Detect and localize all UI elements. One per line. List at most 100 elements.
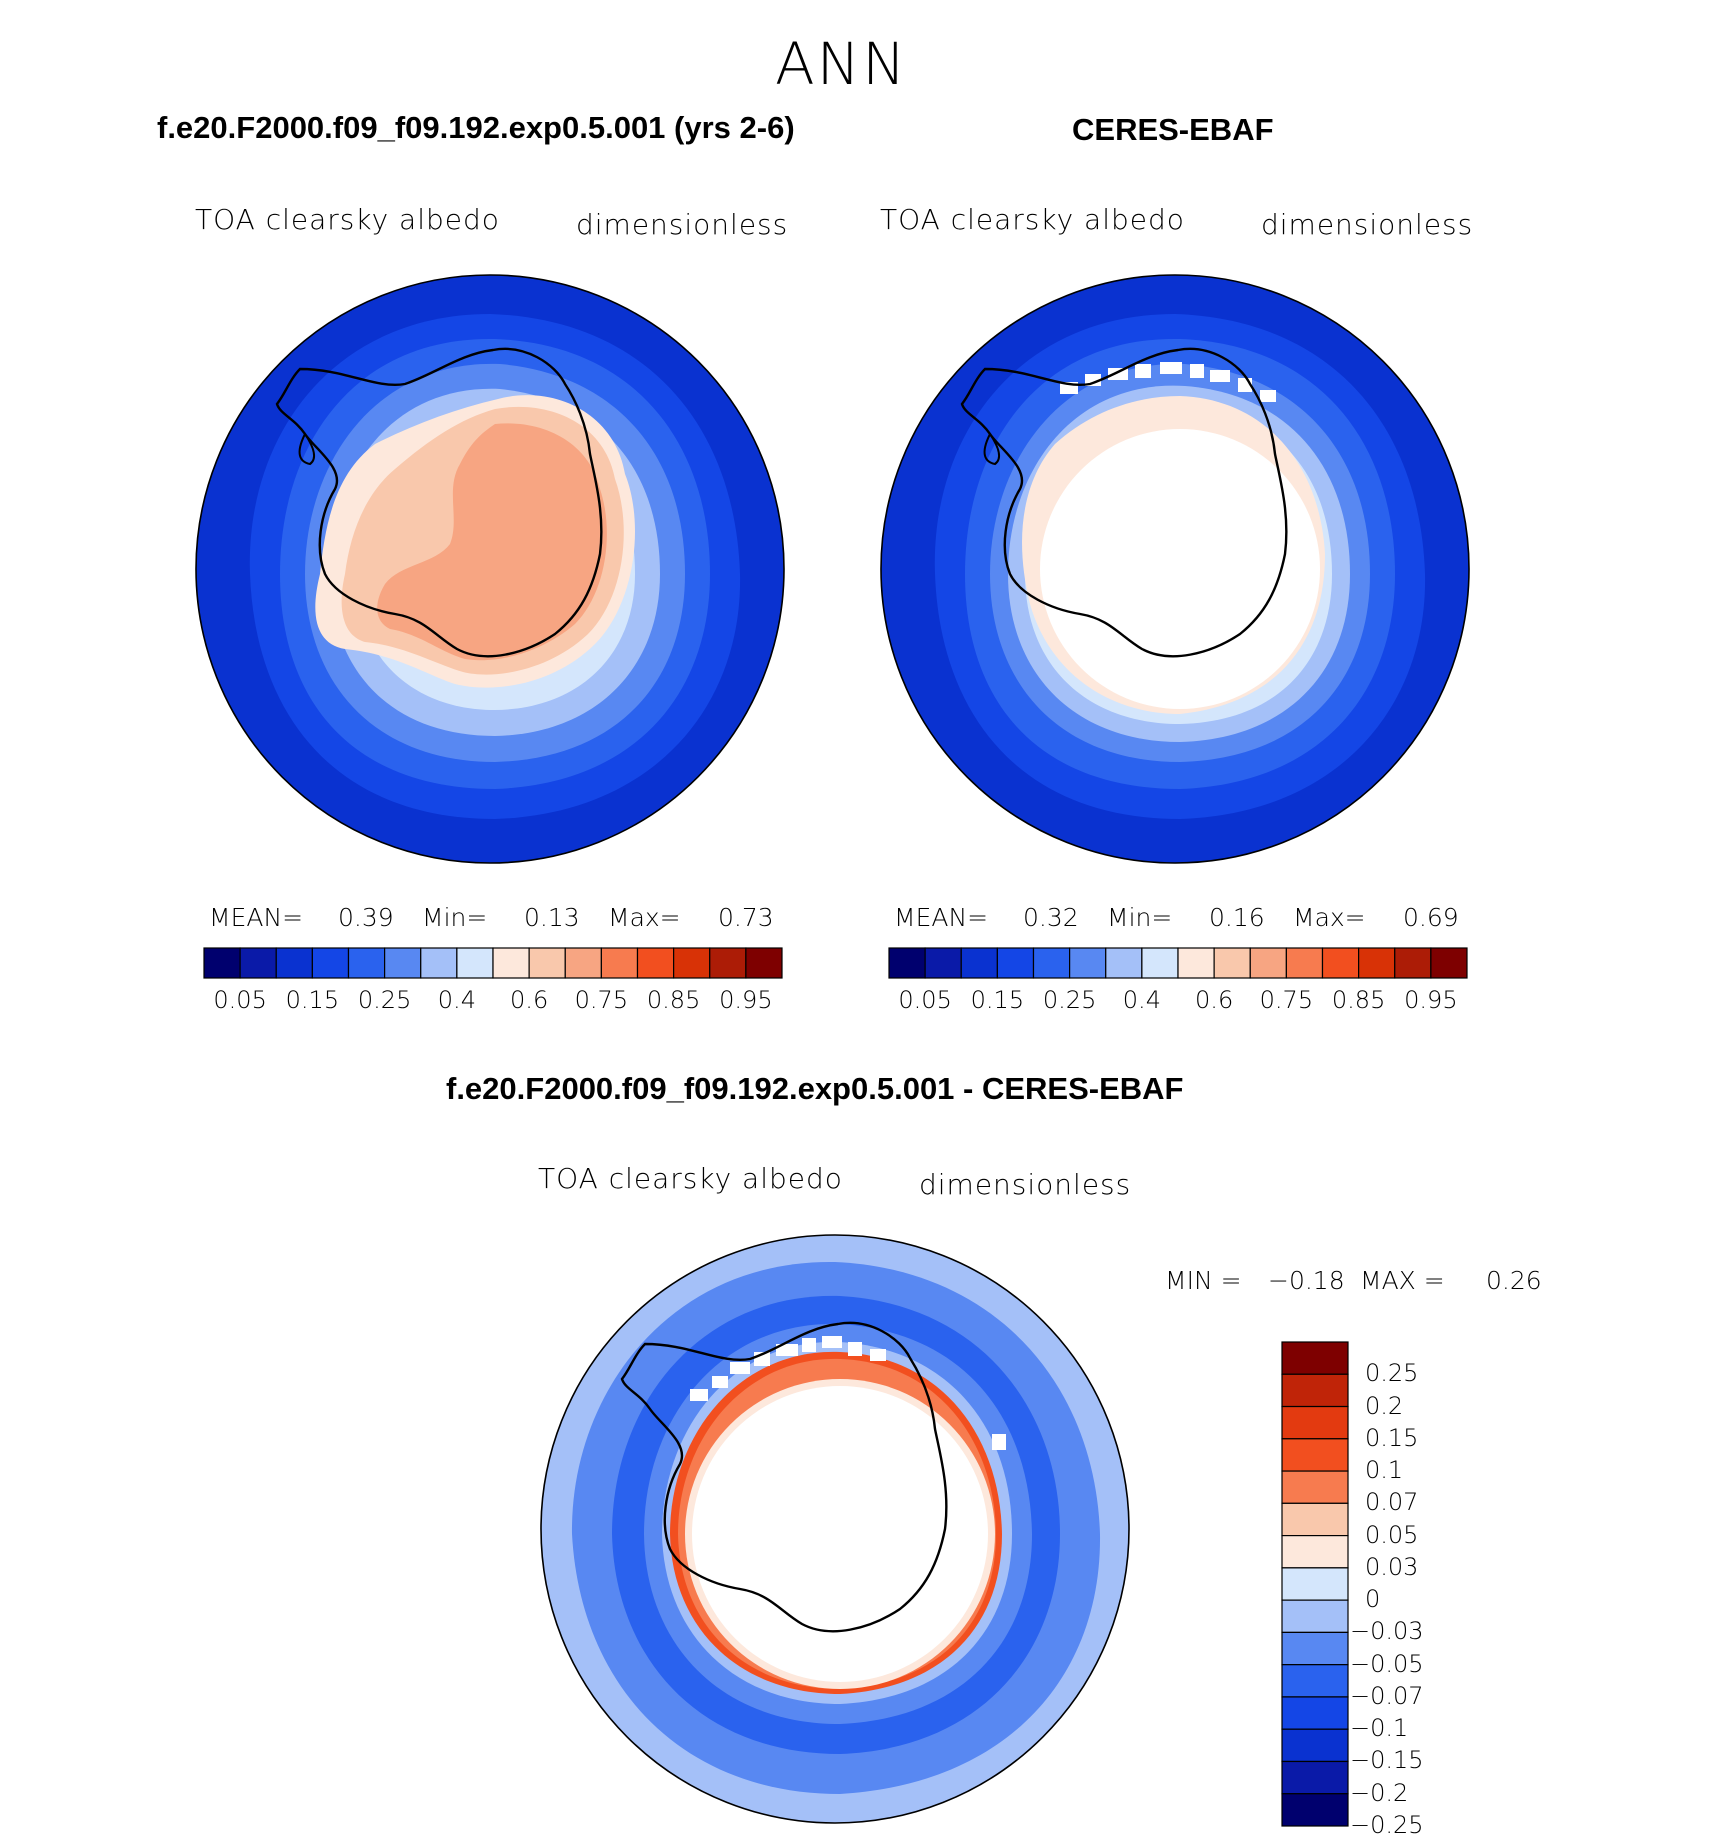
colorbar-swatch (1281, 1760, 1349, 1795)
model-max-value: 0.73 (718, 903, 774, 932)
colorbar-swatch (673, 947, 711, 979)
obs-max-value: 0.69 (1403, 903, 1459, 932)
colorbar-swatch (384, 947, 422, 979)
colorbar-tick-label: 0.6 (1195, 986, 1234, 1014)
colorbar-tick-label: 0.6 (510, 986, 549, 1014)
colorbar-tick-label: 0.75 (1259, 986, 1314, 1014)
colorbar-tick-label: 0.25 (1365, 1359, 1419, 1388)
colorbar-tick-label: 0.25 (357, 986, 412, 1014)
colorbar-swatch (1281, 1438, 1349, 1472)
colorbar-swatch (1141, 947, 1179, 979)
colorbar-swatch (456, 947, 494, 979)
colorbar-tick-label: 0.75 (574, 986, 629, 1014)
model-mean-label: MEAN= (209, 903, 304, 932)
model-min-value: 0.13 (524, 903, 580, 932)
obs-max-label: Max= (1293, 903, 1366, 932)
diff-min-label: MIN = (1165, 1266, 1242, 1295)
model-max-label: Max= (608, 903, 681, 932)
colorbar-swatch (311, 947, 350, 979)
colorbar-swatch (1069, 947, 1107, 979)
colorbar-swatch (709, 947, 747, 979)
colorbar-swatch (1281, 1341, 1349, 1375)
colorbar-swatch (1281, 1793, 1349, 1827)
colorbar-tick-label: 0.4 (1122, 986, 1161, 1014)
colorbar-swatch (564, 947, 602, 979)
obs-colorbar (888, 947, 1468, 979)
colorbar-tick-label: 0.25 (1042, 986, 1097, 1014)
model-polar-map (195, 274, 785, 864)
obs-panel-title: CERES-EBAF (1072, 112, 1274, 147)
model-panel-title: f.e20.F2000.f09_f09.192.exp0.5.001 (yrs … (157, 110, 795, 145)
colorbar-swatch (1281, 1502, 1349, 1537)
diff-polar-map (540, 1234, 1130, 1824)
colorbar-swatch (924, 947, 962, 979)
colorbar-swatch (636, 947, 675, 979)
colorbar-swatch (1281, 1470, 1349, 1504)
colorbar-swatch (1105, 947, 1143, 979)
model-units-label: dimensionless (576, 208, 789, 241)
colorbar-tick-label: −0.07 (1350, 1681, 1424, 1710)
colorbar-swatch (1281, 1631, 1349, 1666)
colorbar-tick-label: 0.2 (1365, 1391, 1404, 1420)
model-mean-value: 0.39 (338, 903, 394, 932)
colorbar-tick-label: 0 (1365, 1585, 1381, 1614)
colorbar-tick-label: 0.03 (1365, 1552, 1419, 1581)
colorbar-swatch (275, 947, 313, 979)
obs-variable-label: TOA clearsky albedo (880, 203, 1185, 236)
colorbar-swatch (1032, 947, 1071, 979)
colorbar-swatch (239, 947, 277, 979)
colorbar-tick-label: −0.03 (1350, 1617, 1424, 1646)
obs-min-label: Min= (1107, 903, 1173, 932)
colorbar-swatch (1281, 1664, 1349, 1698)
colorbar-tick-label: 0.15 (285, 986, 340, 1014)
colorbar-swatch (1177, 947, 1215, 979)
colorbar-swatch (1394, 947, 1432, 979)
obs-polar-map (880, 274, 1470, 864)
page-title: ANN (775, 30, 908, 98)
colorbar-tick-label: 0.85 (646, 986, 701, 1014)
colorbar-tick-label: −0.05 (1350, 1649, 1424, 1678)
colorbar-swatch (203, 947, 241, 979)
colorbar-tick-label: 0.95 (719, 986, 773, 1014)
obs-mean-label: MEAN= (894, 903, 989, 932)
colorbar-swatch (1358, 947, 1396, 979)
diff-max-value: 0.26 (1486, 1266, 1542, 1295)
colorbar-swatch (1321, 947, 1360, 979)
colorbar-tick-label: 0.85 (1331, 986, 1386, 1014)
diff-max-label: MAX = (1360, 1266, 1445, 1295)
diff-variable-label: TOA clearsky albedo (538, 1162, 843, 1195)
colorbar-tick-label: −0.2 (1350, 1778, 1409, 1807)
colorbar-tick-label: 0.07 (1365, 1488, 1419, 1517)
colorbar-tick-label: 0.15 (1365, 1423, 1419, 1452)
model-min-label: Min= (422, 903, 488, 932)
colorbar-tick-label: 0.05 (213, 986, 267, 1014)
colorbar-swatch (1281, 1567, 1349, 1601)
diff-colorbar (1281, 1341, 1349, 1827)
colorbar-swatch (960, 947, 998, 979)
colorbar-tick-label: 0.1 (1365, 1456, 1404, 1485)
obs-min-value: 0.16 (1209, 903, 1265, 932)
diff-min-value: −0.18 (1268, 1266, 1345, 1295)
colorbar-swatch (1281, 1599, 1349, 1633)
model-colorbar (203, 947, 783, 979)
colorbar-swatch (528, 947, 566, 979)
colorbar-swatch (492, 947, 530, 979)
colorbar-swatch (1249, 947, 1287, 979)
colorbar-swatch (1430, 947, 1468, 979)
colorbar-swatch (1281, 1535, 1349, 1569)
colorbar-swatch (996, 947, 1035, 979)
colorbar-tick-label: 0.05 (1365, 1520, 1419, 1549)
colorbar-swatch (1281, 1728, 1349, 1763)
colorbar-swatch (888, 947, 926, 979)
colorbar-swatch (1281, 1405, 1349, 1440)
colorbar-tick-label: 0.95 (1404, 986, 1458, 1014)
colorbar-tick-label: −0.15 (1350, 1746, 1424, 1775)
obs-units-label: dimensionless (1261, 208, 1474, 241)
colorbar-swatch (420, 947, 458, 979)
colorbar-tick-label: 0.4 (437, 986, 476, 1014)
colorbar-swatch (745, 947, 783, 979)
colorbar-tick-label: 0.15 (970, 986, 1025, 1014)
diff-panel-title: f.e20.F2000.f09_f09.192.exp0.5.001 - CER… (446, 1071, 1184, 1106)
diff-units-label: dimensionless (919, 1168, 1132, 1201)
colorbar-tick-label: −0.1 (1350, 1714, 1409, 1743)
